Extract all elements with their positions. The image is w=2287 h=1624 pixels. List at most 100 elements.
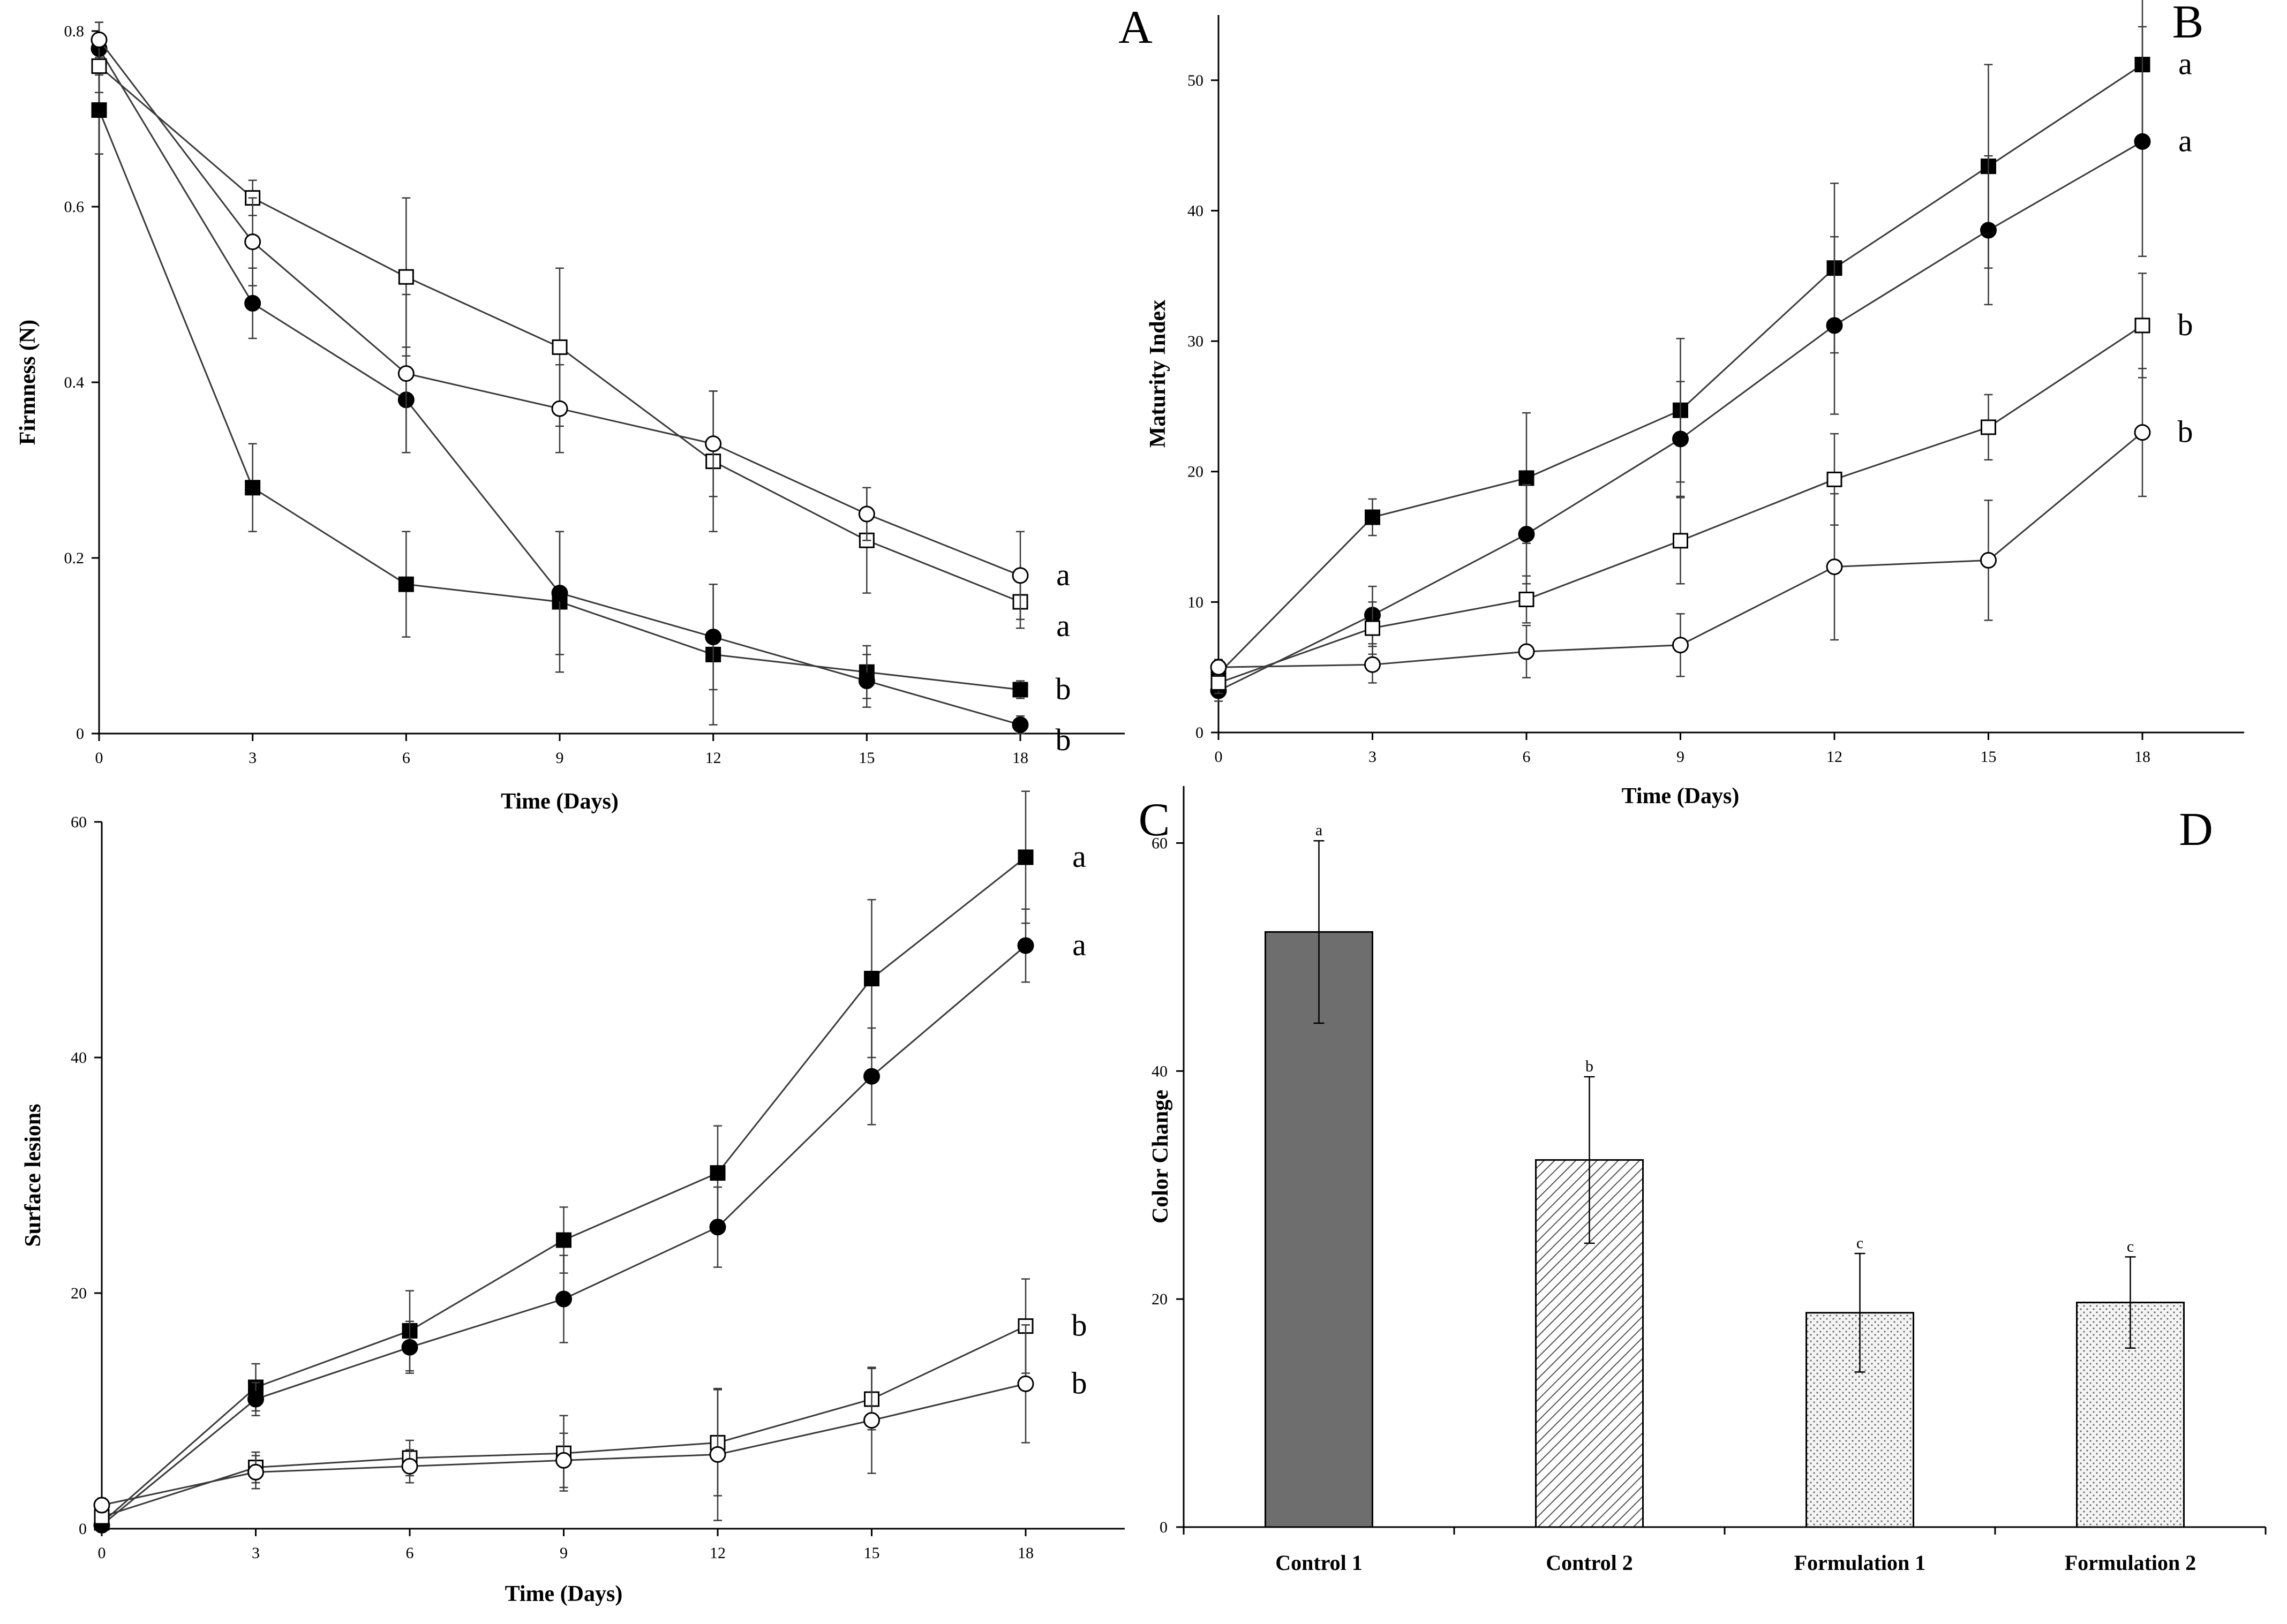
y-tick-label: 0.6: [64, 198, 85, 216]
data-point: [398, 269, 414, 285]
data-point: [1672, 430, 1689, 448]
data-point: [858, 505, 875, 523]
significance-letter: a: [1056, 557, 1070, 592]
x-tick-label: 6: [406, 1544, 414, 1562]
y-tick-label: 20: [71, 1285, 87, 1302]
data-point: [864, 971, 879, 987]
data-point: [551, 400, 568, 417]
y-tick-label: 20: [1152, 1290, 1168, 1308]
data-point: [401, 1457, 418, 1475]
data-point: [244, 294, 261, 312]
x-tick-label: 18: [1012, 749, 1028, 767]
x-tick-label: 9: [556, 749, 564, 767]
data-point: [398, 576, 414, 592]
panel-label: A: [1118, 2, 1153, 54]
x-tick-label: 15: [1981, 748, 1997, 766]
data-point: [710, 1165, 726, 1181]
x-axis-title: Time (Days): [505, 1582, 623, 1606]
data-point: [556, 1232, 571, 1248]
panel-d-color-change-chart: 0 20 40 60 Color Change Da Control 1 b Control 2…: [1148, 786, 2267, 1575]
x-tick-label: 12: [710, 1544, 726, 1562]
category-label: Control 1: [1275, 1551, 1363, 1575]
significance-letter: a: [1056, 608, 1070, 643]
series-circle-open: [93, 1324, 1034, 1521]
data-point: [705, 629, 722, 646]
y-tick-label: 40: [1187, 202, 1203, 220]
x-axis-title: Time (Days): [1622, 784, 1740, 809]
x-tick-label: 18: [1018, 1544, 1034, 1562]
data-point: [247, 1391, 264, 1408]
bar-control-1: [1265, 931, 1373, 1528]
data-point: [247, 1463, 264, 1481]
data-point: [1518, 526, 1535, 543]
significance-letter: b: [1056, 671, 1071, 706]
panel-b-maturity-index-chart: 0 3 6 9 12 15 18 0 10 20 30 40 50 Time (Days) Maturity…: [1146, 0, 2244, 809]
x-tick-label: 6: [1523, 748, 1531, 766]
panel-label: C: [1139, 794, 1170, 846]
data-point: [863, 1068, 880, 1085]
x-tick-label: 0: [98, 1544, 106, 1562]
significance-letter: b: [1072, 1365, 1087, 1400]
x-axis-title: Time (Days): [501, 789, 619, 814]
y-tick-label: 0: [76, 725, 84, 743]
data-point: [91, 102, 107, 118]
data-point: [1012, 567, 1029, 584]
data-point: [1017, 1375, 1034, 1392]
significance-letter: b: [1072, 1308, 1087, 1343]
series-circle-open: [1210, 368, 2151, 684]
y-axis-title: Maturity Index: [1146, 300, 1170, 448]
significance-letter: b: [1585, 1058, 1593, 1075]
panel-a-firmness-chart: 0 3 6 9 12 15 18 0 0.2 0.4 0.6 0.8 Time (Days) Firmne…: [16, 2, 1153, 814]
x-tick-label: 6: [402, 749, 410, 767]
y-tick-label: 0: [1195, 724, 1203, 742]
y-axis-title: Firmness (N): [16, 320, 40, 445]
significance-letter: a: [1072, 839, 1086, 874]
significance-letter: a: [2178, 123, 2192, 158]
panel-label: D: [2179, 804, 2213, 856]
series-circle-filled: [91, 21, 1029, 735]
data-point: [1981, 419, 1996, 435]
x-tick-label: 9: [1676, 748, 1684, 766]
category-label: Formulation 1: [1794, 1551, 1926, 1575]
x-tick-label: 3: [252, 1544, 260, 1562]
panel-c-surface-lesions-chart: 0 3 6 9 12 15 18 0 20 40 60 Time (Days) Surface lesi…: [21, 790, 1170, 1606]
series-square-open: [1210, 273, 2150, 694]
y-tick-label: 0: [1160, 1519, 1168, 1536]
data-point: [401, 1339, 418, 1356]
data-point: [91, 58, 107, 74]
x-tick-label: 12: [705, 749, 721, 767]
category-label: Control 2: [1546, 1551, 1633, 1575]
y-axis-title: Surface lesions: [21, 1104, 46, 1247]
y-tick-label: 30: [1187, 333, 1203, 350]
data-point: [1365, 509, 1380, 525]
data-point: [91, 31, 108, 48]
data-point: [1210, 659, 1227, 676]
series-circle-filled: [93, 908, 1034, 1534]
series-circle-open: [91, 21, 1029, 621]
data-point: [1826, 317, 1843, 334]
significance-letter: a: [2178, 47, 2192, 81]
data-point: [1980, 552, 1997, 569]
x-tick-label: 3: [1368, 748, 1376, 766]
x-tick-label: 9: [560, 1544, 568, 1562]
significance-letter: b: [1056, 722, 1071, 757]
data-point: [245, 480, 261, 496]
x-tick-label: 15: [864, 1544, 880, 1562]
y-tick-label: 0.8: [64, 22, 85, 40]
panel-label: B: [2172, 0, 2204, 48]
data-point: [1672, 637, 1689, 654]
data-point: [1518, 470, 1534, 486]
data-point: [1518, 643, 1535, 660]
data-point: [1826, 558, 1843, 576]
data-point: [705, 435, 722, 452]
data-point: [709, 1446, 726, 1463]
significance-letter: b: [2178, 307, 2193, 342]
data-point: [709, 1219, 726, 1236]
y-tick-label: 10: [1187, 593, 1203, 611]
data-point: [863, 1412, 880, 1429]
data-point: [1012, 682, 1028, 698]
data-point: [555, 1452, 572, 1469]
data-point: [551, 585, 568, 602]
data-point: [1364, 656, 1381, 673]
